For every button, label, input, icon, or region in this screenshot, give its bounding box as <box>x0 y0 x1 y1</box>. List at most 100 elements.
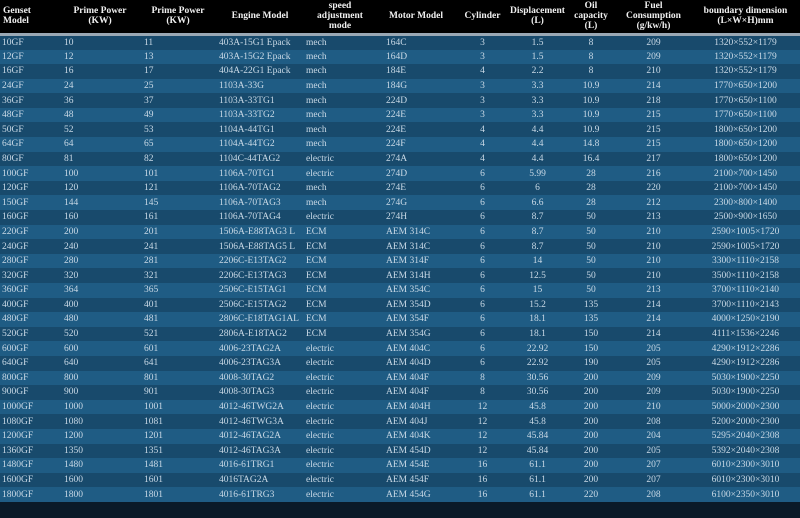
cell-engine-model: 1103A-33TG2 <box>219 110 275 121</box>
cell-boundary-dimension: 2590×1005×1720 <box>711 226 780 237</box>
cell-fuel-consumption: 214 <box>646 80 661 91</box>
cell-fuel-consumption: 204 <box>646 431 661 442</box>
cell-motor-model: 274H <box>386 212 408 223</box>
cell-boundary-dimension: 4290×1912×2286 <box>711 343 780 354</box>
cell-prime-power-1: 1800 <box>64 489 83 500</box>
cell-oil-capacity: 8 <box>588 37 594 48</box>
cell-genset-model: 1480GF <box>2 460 34 471</box>
cell-prime-power-2: 161 <box>144 212 159 223</box>
cell-prime-power-2: 281 <box>144 256 159 267</box>
cell-motor-model: 224E <box>386 124 407 135</box>
table-row: 36GF 36 37 1103A-33TG1 mech 224D 3 3.3 10.9 218 17… <box>0 93 800 108</box>
cell-prime-power-1: 12 <box>64 51 74 62</box>
cell-motor-model: AEM 404J <box>386 416 428 427</box>
cell-motor-model: AEM 354G <box>386 329 431 340</box>
cell-engine-model: 1506A-E88TAG5 L <box>219 241 296 252</box>
cell-displacement: 61.1 <box>529 460 546 471</box>
cell-speed-adjustment-mode: mech <box>306 110 327 121</box>
cell-fuel-consumption: 205 <box>646 445 661 456</box>
cell-genset-model: 1200GF <box>2 431 34 442</box>
cell-engine-model: 4008-30TAG3 <box>219 387 275 398</box>
cell-motor-model: AEM 314C <box>386 241 431 252</box>
cell-speed-adjustment-mode: electric <box>306 343 334 354</box>
cell-oil-capacity: 16.4 <box>582 153 600 164</box>
cell-prime-power-2: 37 <box>144 95 154 106</box>
cell-genset-model: 1080GF <box>2 416 34 427</box>
cell-speed-adjustment-mode: ECM <box>306 329 327 340</box>
cell-engine-model: 2506C-E15TAG2 <box>219 299 287 310</box>
cell-prime-power-1: 600 <box>64 343 79 354</box>
cell-oil-capacity: 50 <box>586 256 596 267</box>
cell-engine-model: 4012-46TWG3A <box>219 416 284 427</box>
cell-displacement: 3.3 <box>531 110 544 121</box>
cell-fuel-consumption: 216 <box>646 168 661 179</box>
cell-speed-adjustment-mode: electric <box>306 153 334 164</box>
cell-oil-capacity: 200 <box>583 372 599 383</box>
cell-speed-adjustment-mode: ECM <box>306 285 327 296</box>
cell-motor-model: AEM 314H <box>386 270 431 281</box>
cell-displacement: 3.3 <box>531 95 544 106</box>
cell-engine-model: 4016-61TRG1 <box>219 460 275 471</box>
cell-prime-power-2: 1481 <box>144 460 163 471</box>
cell-speed-adjustment-mode: electric <box>306 358 334 369</box>
cell-speed-adjustment-mode: ECM <box>306 241 327 252</box>
cell-prime-power-1: 36 <box>64 95 74 106</box>
cell-prime-power-1: 480 <box>64 314 79 325</box>
table-row: 150GF 144 145 1106A-70TAG3 mech 274G 6 6.6 28 212… <box>0 195 800 211</box>
cell-boundary-dimension: 2100×700×1450 <box>714 183 777 194</box>
cell-speed-adjustment-mode: electric <box>306 212 334 223</box>
cell-motor-model: 274G <box>386 197 408 208</box>
cell-fuel-consumption: 210 <box>646 226 661 237</box>
cell-prime-power-1: 240 <box>64 241 79 252</box>
cell-genset-model: 100GF <box>2 168 29 179</box>
cell-displacement: 4.4 <box>531 139 544 150</box>
cell-fuel-consumption: 210 <box>646 270 661 281</box>
cell-prime-power-2: 49 <box>144 110 154 121</box>
cell-fuel-consumption: 209 <box>646 51 661 62</box>
table-row: 600GF 600 601 4006-23TAG2A electric AEM 404C 6… <box>0 341 800 356</box>
cell-boundary-dimension: 1800×650×1200 <box>714 139 777 150</box>
cell-boundary-dimension: 1770×650×1100 <box>714 95 777 106</box>
cell-prime-power-1: 900 <box>64 387 79 398</box>
cell-genset-model: 48GF <box>2 110 24 121</box>
cell-genset-model: 36GF <box>2 95 24 106</box>
cell-boundary-dimension: 5392×2040×2308 <box>711 445 780 456</box>
cell-cylinder: 6 <box>480 183 485 194</box>
cell-prime-power-1: 1350 <box>64 445 83 456</box>
cell-motor-model: AEM 404C <box>386 343 431 354</box>
table-row: 12GF 12 13 403A-15G2 Epack mech 164D 3 1.5 8 209 1… <box>0 49 800 65</box>
cell-prime-power-1: 64 <box>64 139 74 150</box>
cell-cylinder: 6 <box>480 358 485 369</box>
table-row: 400GF 400 401 2506C-E15TAG2 ECM AEM 354D 6 15.2… <box>0 297 800 313</box>
cell-fuel-consumption: 209 <box>646 37 661 48</box>
cell-engine-model: 4008-30TAG2 <box>219 372 275 383</box>
cell-prime-power-2: 17 <box>144 66 154 77</box>
cell-boundary-dimension: 5200×2000×2300 <box>711 416 780 427</box>
cell-engine-model: 1506A-E88TAG3 L <box>219 226 296 237</box>
cell-engine-model: 1104C-44TAG2 <box>219 153 281 164</box>
cell-displacement: 45.8 <box>529 416 546 427</box>
cell-oil-capacity: 150 <box>583 343 599 354</box>
cell-speed-adjustment-mode: electric <box>306 168 334 179</box>
cell-displacement: 61.1 <box>529 475 546 486</box>
cell-cylinder: 6 <box>480 343 485 354</box>
cell-genset-model: 520GF <box>2 329 29 340</box>
cell-oil-capacity: 200 <box>583 416 599 427</box>
table-row: 80GF 81 82 1104C-44TAG2 electric 274A 4 4.4 16.4… <box>0 151 800 167</box>
cell-prime-power-2: 101 <box>144 168 159 179</box>
cell-genset-model: 240GF <box>2 241 29 252</box>
cell-engine-model: 404A-22G1 Epack <box>219 66 291 77</box>
cell-prime-power-2: 321 <box>144 270 159 281</box>
cell-speed-adjustment-mode: mech <box>306 124 327 135</box>
cell-displacement: 30.56 <box>526 387 549 398</box>
cell-cylinder: 6 <box>480 226 485 237</box>
table-row: 50GF 52 53 1104A-44TG1 mech 224E 4 4.4 10.9 215 18… <box>0 122 800 138</box>
cell-prime-power-1: 16 <box>64 66 74 77</box>
cell-oil-capacity: 50 <box>586 285 596 296</box>
cell-speed-adjustment-mode: electric <box>306 431 334 442</box>
cell-boundary-dimension: 1320×552×1179 <box>714 37 777 48</box>
cell-speed-adjustment-mode: mech <box>306 80 327 91</box>
cell-displacement: 6.6 <box>531 197 544 208</box>
cell-fuel-consumption: 210 <box>646 66 661 77</box>
cell-boundary-dimension: 1320×552×1179 <box>714 51 777 62</box>
